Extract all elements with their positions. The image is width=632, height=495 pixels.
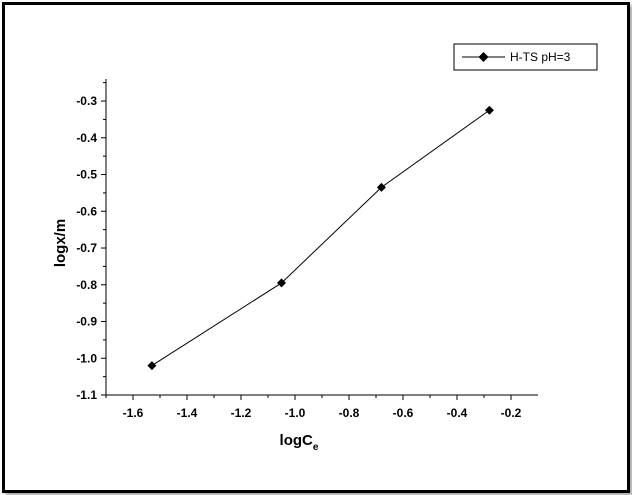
x-axis-title-main: logC bbox=[280, 432, 313, 449]
chart: -1.6 -1.4 -1.2 -1.0 -0.8 -0.6 -0.4 -0.2 -1.1-1.… bbox=[52, 43, 598, 453]
x-tick-label: -1.6 bbox=[123, 406, 144, 420]
x-axis-title-subscript: e bbox=[313, 442, 319, 453]
series-line bbox=[151, 109, 490, 367]
legend: H-TS pH=3 bbox=[453, 43, 598, 71]
x-tick-label: -1.2 bbox=[231, 406, 252, 420]
y-tick-label: -0.9 bbox=[76, 315, 97, 329]
x-tick-label: -0.8 bbox=[339, 406, 360, 420]
data-point bbox=[277, 278, 286, 288]
y-tick-label: -0.6 bbox=[76, 204, 97, 218]
y-axis-title: logx/m bbox=[52, 219, 69, 267]
y-tick-label: -0.7 bbox=[76, 241, 97, 255]
x-ticks: -1.6 -1.4 -1.2 -1.0 -0.8 -0.6 -0.4 -0.2 bbox=[105, 395, 522, 420]
y-tick-label: -1.0 bbox=[76, 351, 97, 365]
y-tick-label: -1.1 bbox=[76, 388, 97, 402]
data-point bbox=[484, 105, 494, 115]
data-point bbox=[376, 182, 386, 192]
plot-axes bbox=[105, 79, 538, 396]
legend-diamond-icon bbox=[478, 52, 489, 62]
x-tick-label: -1.4 bbox=[177, 406, 198, 420]
y-tick-label: -0.4 bbox=[76, 131, 97, 145]
x-tick-label: -0.2 bbox=[501, 406, 522, 420]
y-ticks: -1.1 -1.0 -0.9 -0.8 -0.7 -0.6 -0.5 -0.4 -0.3 bbox=[76, 82, 106, 402]
x-tick-label: -1.0 bbox=[285, 406, 306, 420]
y-tick-label: -0.5 bbox=[76, 168, 97, 182]
y-tick-label: -0.8 bbox=[76, 278, 97, 292]
x-tick-label: -0.6 bbox=[393, 406, 414, 420]
x-tick-label: -0.4 bbox=[447, 406, 468, 420]
y-tick-label: -0.3 bbox=[76, 94, 97, 108]
data-point bbox=[147, 361, 157, 371]
series-group bbox=[147, 105, 494, 371]
legend-label: H-TS pH=3 bbox=[510, 50, 571, 64]
x-axis-title: logCe bbox=[280, 432, 319, 453]
